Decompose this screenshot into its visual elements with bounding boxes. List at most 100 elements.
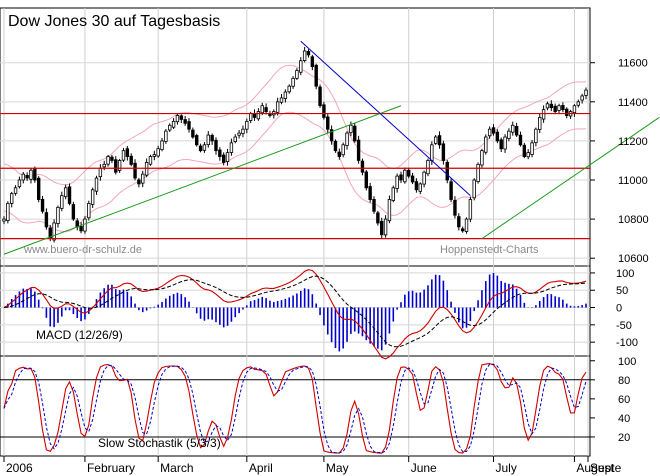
candle-body — [511, 124, 515, 133]
candle-body — [79, 225, 83, 232]
candle-body — [353, 125, 357, 142]
month-label: August — [576, 461, 614, 475]
month-label: Septe — [590, 461, 622, 475]
candle-body — [557, 105, 561, 111]
candle-body — [584, 89, 588, 96]
candle-body — [256, 111, 261, 120]
candle-body — [499, 139, 503, 150]
candle-body — [380, 220, 384, 236]
candle-body — [572, 105, 577, 114]
candle-body — [179, 115, 183, 120]
macd-tick-label: -100 — [616, 337, 638, 349]
candle-body — [2, 218, 6, 222]
stoch-tick-label: 100 — [618, 356, 636, 368]
candle-body — [368, 186, 372, 200]
candle-body — [576, 101, 580, 106]
green-trendline — [481, 117, 660, 240]
candle-body — [580, 95, 584, 101]
candle-body — [63, 187, 68, 198]
price-tick-label: 10800 — [618, 214, 649, 226]
stoch-tick-label: 20 — [618, 432, 630, 444]
candle-body — [441, 143, 446, 161]
candle-body — [487, 128, 492, 137]
candle-body — [110, 156, 114, 161]
candle-body — [453, 199, 457, 216]
candle-body — [541, 109, 546, 120]
blue-trendline — [300, 40, 471, 197]
candle-body — [534, 128, 538, 144]
stochastic-panel — [0, 363, 590, 454]
candle-body — [561, 105, 565, 111]
candle-body — [160, 140, 164, 150]
candle-body — [183, 119, 187, 124]
candle-body — [29, 169, 33, 180]
candle-body — [476, 163, 480, 183]
candle-body — [83, 218, 87, 232]
stoch-d-line — [3, 363, 587, 454]
candle-body — [195, 135, 199, 146]
candle-body — [17, 179, 22, 188]
candle-body — [264, 107, 268, 112]
macd-panel — [0, 269, 590, 360]
candle-body — [13, 187, 18, 194]
candle-body — [137, 179, 141, 185]
macd-signal-line — [3, 275, 587, 348]
candle-body — [480, 150, 484, 166]
month-label: June — [411, 461, 437, 475]
candle-body — [345, 132, 349, 146]
price-panel-frame — [0, 7, 591, 267]
candle-body — [40, 198, 45, 212]
candle-body — [52, 222, 56, 241]
candle-body — [356, 139, 361, 161]
candle-body — [210, 134, 214, 142]
stoch-k-line — [3, 363, 587, 454]
candle-body — [538, 117, 542, 130]
candle-body — [468, 199, 473, 220]
stoch-tick-label: 60 — [618, 394, 630, 406]
candle-body — [472, 179, 476, 199]
candle-body — [333, 140, 338, 152]
price-tick-label: 10600 — [618, 253, 649, 265]
candle-body — [102, 163, 106, 168]
candle-body — [565, 108, 569, 116]
candle-body — [383, 218, 388, 236]
candle-body — [422, 171, 426, 185]
candle-body — [433, 136, 438, 144]
candle-body — [449, 181, 453, 200]
stoch-tick-label: 80 — [618, 375, 630, 387]
candle-body — [191, 129, 195, 138]
candle-body — [418, 183, 422, 192]
candle-body — [503, 136, 507, 150]
macd-tick-label: 100 — [616, 268, 634, 280]
candle-body — [457, 216, 461, 228]
candle-body — [314, 64, 318, 87]
candle-body — [341, 144, 345, 156]
candle-body — [426, 160, 430, 175]
price-tick-label: 11600 — [618, 58, 648, 70]
candle-body — [287, 85, 291, 93]
month-label: May — [326, 461, 349, 475]
candle-body — [376, 212, 380, 224]
candle-body — [495, 131, 500, 142]
candle-body — [60, 195, 64, 209]
candle-body — [106, 156, 110, 165]
candle-body — [98, 167, 103, 178]
candle-body — [507, 130, 511, 139]
candle-body — [141, 173, 145, 184]
candle-body — [117, 160, 122, 171]
candle-body — [526, 152, 530, 158]
candle-body — [71, 204, 76, 220]
candle-body — [114, 159, 118, 173]
candle-body — [460, 228, 465, 232]
candle-body — [445, 161, 449, 181]
month-label: 2006 — [6, 461, 33, 475]
candle-body — [248, 113, 253, 121]
candle-body — [522, 144, 527, 157]
candle-body — [549, 103, 554, 109]
price-tick-label: 11200 — [618, 136, 648, 148]
green-trendline — [3, 105, 402, 255]
candle-body — [171, 120, 176, 128]
candle-body — [33, 167, 37, 181]
candle-body — [21, 173, 25, 181]
candle-body — [302, 50, 307, 61]
